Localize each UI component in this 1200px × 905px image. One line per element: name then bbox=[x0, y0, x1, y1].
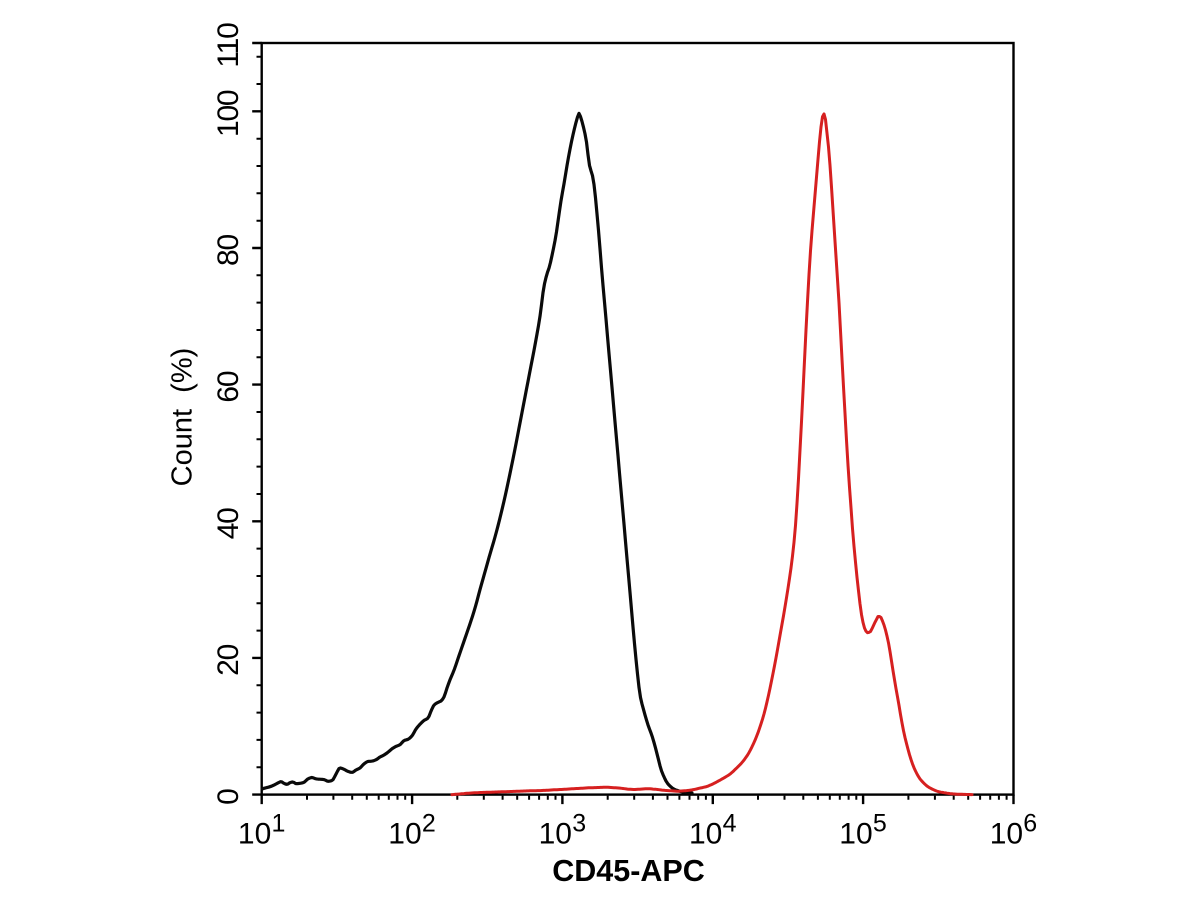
svg-text:5: 5 bbox=[873, 810, 887, 838]
svg-text:2: 2 bbox=[422, 810, 436, 838]
svg-text:110: 110 bbox=[212, 23, 245, 68]
svg-text:CD45-APC: CD45-APC bbox=[552, 854, 705, 888]
svg-text:100: 100 bbox=[212, 90, 245, 137]
svg-text:10: 10 bbox=[238, 818, 271, 851]
svg-text:10: 10 bbox=[539, 818, 572, 851]
svg-text:10: 10 bbox=[990, 818, 1023, 851]
svg-text:10: 10 bbox=[689, 818, 722, 851]
svg-text:4: 4 bbox=[723, 810, 737, 838]
svg-text:80: 80 bbox=[212, 235, 245, 266]
svg-text:60: 60 bbox=[212, 371, 245, 402]
svg-text:Count (%): Count (%) bbox=[167, 348, 199, 487]
svg-text:10: 10 bbox=[839, 818, 872, 851]
svg-text:1: 1 bbox=[272, 810, 286, 838]
svg-text:10: 10 bbox=[388, 818, 421, 851]
svg-text:3: 3 bbox=[572, 810, 586, 838]
svg-text:40: 40 bbox=[212, 508, 245, 539]
svg-text:6: 6 bbox=[1023, 810, 1037, 838]
svg-text:0: 0 bbox=[212, 789, 245, 805]
svg-text:20: 20 bbox=[212, 644, 245, 675]
